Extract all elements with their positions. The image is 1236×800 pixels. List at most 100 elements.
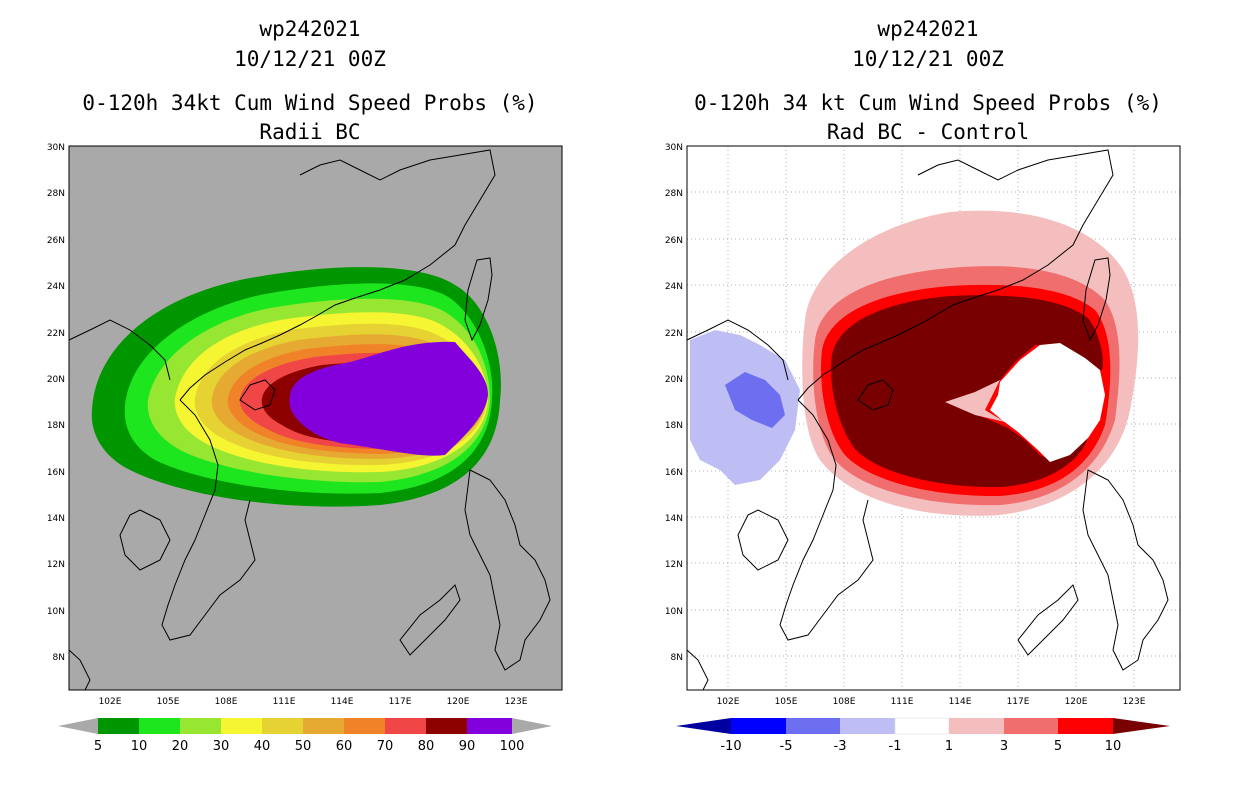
- left-colorbar: 5 10 20 30 40 50 60 70 80 90 100: [58, 718, 552, 754]
- left-lat-label: 8N: [53, 653, 65, 663]
- right-lon-label: 105E: [775, 697, 798, 707]
- left-lat-label: 22N: [47, 329, 65, 339]
- right-lat-label: 28N: [665, 189, 683, 199]
- left-lat-label: 18N: [47, 421, 65, 431]
- left-colorbar-label: 40: [254, 739, 271, 754]
- left-lat-label: 12N: [47, 560, 65, 570]
- left-colorbar-swatch: [180, 718, 221, 734]
- left-colorbar-label: 70: [377, 739, 394, 754]
- left-lat-label: 26N: [47, 236, 65, 246]
- left-lon-label: 111E: [273, 697, 296, 707]
- left-colorbar-swatch: [303, 718, 344, 734]
- right-lat-label: 16N: [665, 468, 683, 478]
- right-colorbar-swatch: [1004, 718, 1058, 734]
- right-colorbar-swatch: [1058, 718, 1113, 734]
- left-title-subtitle: Radii BC: [259, 120, 361, 144]
- left-coastlines: [68, 149, 551, 691]
- left-lat-label: 30N: [47, 143, 65, 153]
- left-colorbar-swatch: [98, 718, 139, 734]
- left-lat-label: 28N: [47, 189, 65, 199]
- left-colorbar-swatch: [221, 718, 262, 734]
- left-colorbar-label: 60: [336, 739, 353, 754]
- right-lat-label: 20N: [665, 375, 683, 385]
- left-colorbar-label: 5: [94, 739, 102, 754]
- right-map-frame: [686, 145, 1181, 691]
- right-colorbar-swatch: [840, 718, 895, 734]
- right-title-storm: wp242021: [877, 17, 979, 41]
- left-lat-label: 10N: [47, 607, 65, 617]
- left-colorbar-label: 10: [131, 739, 148, 754]
- right-colorbar-label: -10: [720, 739, 741, 754]
- right-lat-label: 12N: [665, 560, 683, 570]
- right-colorbar: -10 -5 -3 -1 1 3 5 10: [676, 717, 1170, 754]
- left-probability-contours: [91, 267, 501, 507]
- right-lon-label: 102E: [717, 697, 740, 707]
- right-lat-label: 26N: [665, 236, 683, 246]
- right-lon-label: 114E: [949, 697, 972, 707]
- right-title-product: 0-120h 34 kt Cum Wind Speed Probs (%): [694, 91, 1162, 115]
- right-lon-label: 120E: [1065, 697, 1088, 707]
- right-colorbar-label: 5: [1054, 739, 1062, 754]
- right-colorbar-swatch: [786, 718, 840, 734]
- right-lon-label: 111E: [891, 697, 914, 707]
- left-lon-label: 102E: [99, 697, 122, 707]
- right-lat-label: 18N: [665, 421, 683, 431]
- left-lon-label: 123E: [505, 697, 528, 707]
- left-lon-label: 114E: [331, 697, 354, 707]
- right-lon-axis: 102E 105E 108E 111E 114E 117E 120E 123E: [717, 697, 1146, 707]
- left-map-frame: [68, 145, 563, 691]
- left-map: 30N 28N 26N 24N 22N 20N 18N 16N 14N 12N …: [47, 143, 563, 754]
- left-colorbar-swatch: [467, 718, 512, 734]
- right-lon-label: 117E: [1007, 697, 1030, 707]
- right-lat-axis: 30N 28N 26N 24N 22N 20N 18N 16N 14N 12N …: [665, 143, 683, 663]
- left-colorbar-high-arrow: [512, 718, 552, 734]
- left-lat-axis: 30N 28N 26N 24N 22N 20N 18N 16N 14N 12N …: [47, 143, 65, 663]
- right-colorbar-label: -1: [889, 739, 902, 754]
- left-lat-label: 16N: [47, 468, 65, 478]
- left-colorbar-swatch: [344, 718, 385, 734]
- left-title-storm: wp242021: [259, 17, 361, 41]
- left-lon-label: 117E: [389, 697, 412, 707]
- right-colorbar-label: 1: [945, 739, 953, 754]
- right-lat-label: 30N: [665, 143, 683, 153]
- left-title-date: 10/12/21 00Z: [234, 47, 386, 71]
- right-colorbar-swatch: [949, 718, 1004, 734]
- left-lon-label: 105E: [157, 697, 180, 707]
- right-colorbar-label: -3: [834, 739, 847, 754]
- right-lat-label: 24N: [665, 282, 683, 292]
- left-colorbar-swatch: [139, 718, 180, 734]
- right-lat-label: 8N: [671, 653, 683, 663]
- right-colorbar-label: 3: [1000, 739, 1008, 754]
- left-lon-label: 120E: [447, 697, 470, 707]
- right-colorbar-swatch: [731, 718, 786, 734]
- left-colorbar-label: 100: [500, 739, 525, 754]
- left-lat-label: 24N: [47, 282, 65, 292]
- left-title-product: 0-120h 34kt Cum Wind Speed Probs (%): [82, 91, 538, 115]
- left-lat-label: 14N: [47, 514, 65, 524]
- left-colorbar-low-arrow: [58, 718, 98, 734]
- right-map: 30N 28N 26N 24N 22N 20N 18N 16N 14N 12N …: [665, 143, 1181, 754]
- right-lat-label: 10N: [665, 607, 683, 617]
- right-lat-label: 14N: [665, 514, 683, 524]
- right-lat-label: 22N: [665, 329, 683, 339]
- left-colorbar-label: 30: [213, 739, 230, 754]
- right-negative-contours: [690, 330, 800, 485]
- left-colorbar-swatch: [262, 718, 303, 734]
- right-difference-contours: [802, 210, 1139, 516]
- left-lon-label: 108E: [215, 697, 238, 707]
- left-colorbar-label: 50: [295, 739, 312, 754]
- left-colorbar-label: 90: [459, 739, 476, 754]
- left-lon-axis: 102E 105E 108E 111E 114E 117E 120E 123E: [99, 697, 528, 707]
- right-coastlines: [686, 149, 1169, 691]
- right-colorbar-label: 10: [1105, 739, 1122, 754]
- left-colorbar-label: 20: [172, 739, 189, 754]
- right-colorbar-swatch: [894, 717, 950, 735]
- left-lat-label: 20N: [47, 375, 65, 385]
- right-colorbar-high-arrow: [1113, 718, 1170, 734]
- right-title-subtitle: Rad BC - Control: [826, 120, 1030, 144]
- left-colorbar-label: 80: [418, 739, 435, 754]
- right-colorbar-label: -5: [780, 739, 793, 754]
- right-lon-label: 108E: [833, 697, 856, 707]
- right-colorbar-low-arrow: [676, 718, 731, 734]
- left-colorbar-swatch: [426, 718, 467, 734]
